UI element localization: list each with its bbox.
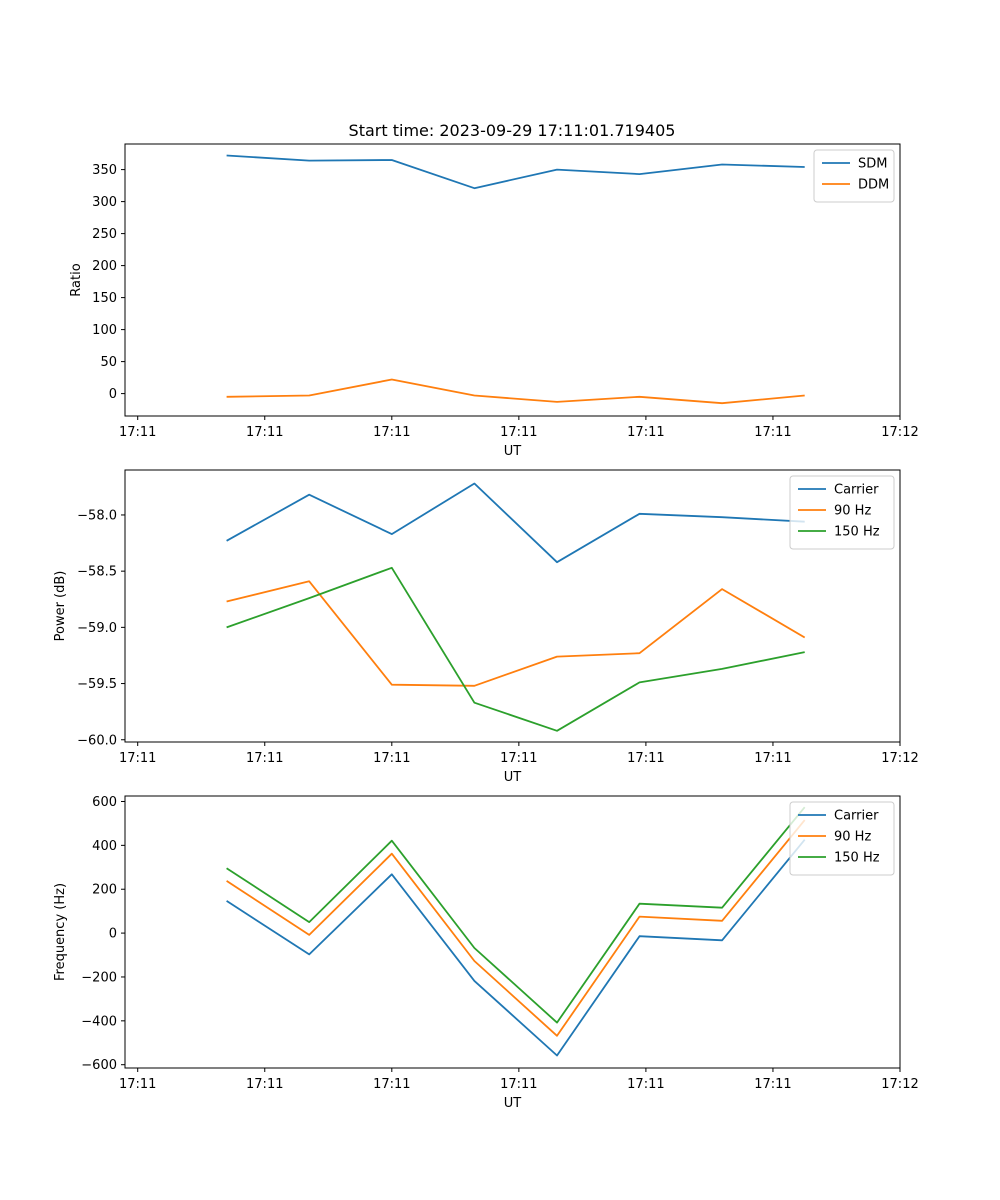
legend-label: 150 Hz	[834, 851, 880, 866]
x-tick-label: 17:11	[246, 751, 283, 766]
legend-label: DDM	[858, 178, 889, 193]
chart-panel-1: 17:11 17:11 17:11 17:11 17:11 17:11 17:12 0 50 10…	[69, 143, 919, 459]
x-tick-label: 17:11	[119, 425, 156, 440]
y-tick-label: −600	[81, 1058, 117, 1073]
legend-label: 90 Hz	[834, 830, 871, 845]
axes-frame	[124, 469, 901, 743]
legend: Carrier 90 Hz 150 Hz	[789, 801, 895, 876]
y-tick-label: 150	[92, 291, 117, 306]
x-tick-label: 17:11	[373, 751, 410, 766]
y-tick-label: −59.5	[77, 677, 117, 692]
series-line-150-hz	[226, 806, 806, 1024]
y-tick-label: 350	[92, 163, 117, 178]
series-line-90-hz	[226, 580, 806, 687]
x-tick-label: 17:11	[373, 1077, 410, 1092]
y-tick-label: −200	[81, 970, 117, 985]
y-axis-label: Power (dB)	[53, 571, 68, 642]
x-tick-label: 17:11	[246, 425, 283, 440]
legend: SDM DDM	[813, 149, 895, 203]
x-tick-label: 17:11	[627, 751, 664, 766]
legend-label: Carrier	[834, 483, 879, 498]
y-axis-label: Frequency (Hz)	[53, 883, 68, 981]
y-tick-label: −400	[81, 1014, 117, 1029]
x-tick-label: 17:11	[119, 751, 156, 766]
x-tick-label: 17:12	[881, 1077, 918, 1092]
y-axis-label: Ratio	[69, 263, 84, 296]
x-tick-label: 17:11	[754, 751, 791, 766]
y-tick-label: 0	[109, 387, 117, 402]
y-tick-label: 400	[92, 839, 117, 854]
x-tick-label: 17:11	[500, 1077, 537, 1092]
x-tick-label: 17:11	[246, 1077, 283, 1092]
x-tick-label: 17:11	[500, 751, 537, 766]
x-tick-label: 17:11	[119, 1077, 156, 1092]
x-axis-label: UT	[504, 444, 522, 459]
figure-title: Start time: 2023-09-29 17:11:01.719405	[349, 121, 676, 140]
y-tick-label: 100	[92, 323, 117, 338]
legend-label: SDM	[858, 157, 887, 172]
x-tick-label: 17:11	[754, 1077, 791, 1092]
series-line-ddm	[226, 378, 805, 405]
series-line-carrier	[226, 482, 805, 564]
x-tick-label: 17:12	[881, 425, 918, 440]
x-tick-label: 17:11	[373, 425, 410, 440]
x-axis-label: UT	[504, 770, 522, 785]
y-tick-label: −58.0	[77, 508, 117, 523]
y-tick-label: −60.0	[77, 733, 117, 748]
chart-panel-3: 17:11 17:11 17:11 17:11 17:11 17:11 17:12 −600 −…	[53, 795, 919, 1111]
y-tick-label: 0	[109, 927, 117, 942]
series-line-sdm	[226, 154, 805, 190]
axes-frame	[124, 143, 901, 417]
legend: Carrier 90 Hz 150 Hz	[789, 475, 895, 550]
y-tick-label: −59.0	[77, 621, 117, 636]
series-line-carrier	[226, 839, 806, 1057]
y-tick-label: 250	[92, 227, 117, 242]
legend-label: 150 Hz	[834, 525, 880, 540]
y-tick-label: 200	[92, 259, 117, 274]
legend-label: 90 Hz	[834, 504, 871, 519]
y-tick-label: 200	[92, 883, 117, 898]
y-tick-label: −58.5	[77, 565, 117, 580]
x-tick-label: 17:11	[627, 1077, 664, 1092]
x-tick-label: 17:12	[881, 751, 918, 766]
y-tick-label: 600	[92, 795, 117, 810]
chart-panel-2: 17:11 17:11 17:11 17:11 17:11 17:11 17:12 −60.0…	[53, 469, 919, 785]
series-line-150-hz	[226, 566, 805, 732]
y-tick-label: 50	[100, 355, 117, 370]
x-tick-label: 17:11	[627, 425, 664, 440]
axes-frame	[124, 795, 901, 1069]
legend-label: Carrier	[834, 809, 879, 824]
y-tick-label: 300	[92, 195, 117, 210]
series-line-90-hz	[226, 819, 806, 1037]
x-axis-label: UT	[504, 1096, 522, 1111]
x-tick-label: 17:11	[754, 425, 791, 440]
x-tick-label: 17:11	[500, 425, 537, 440]
